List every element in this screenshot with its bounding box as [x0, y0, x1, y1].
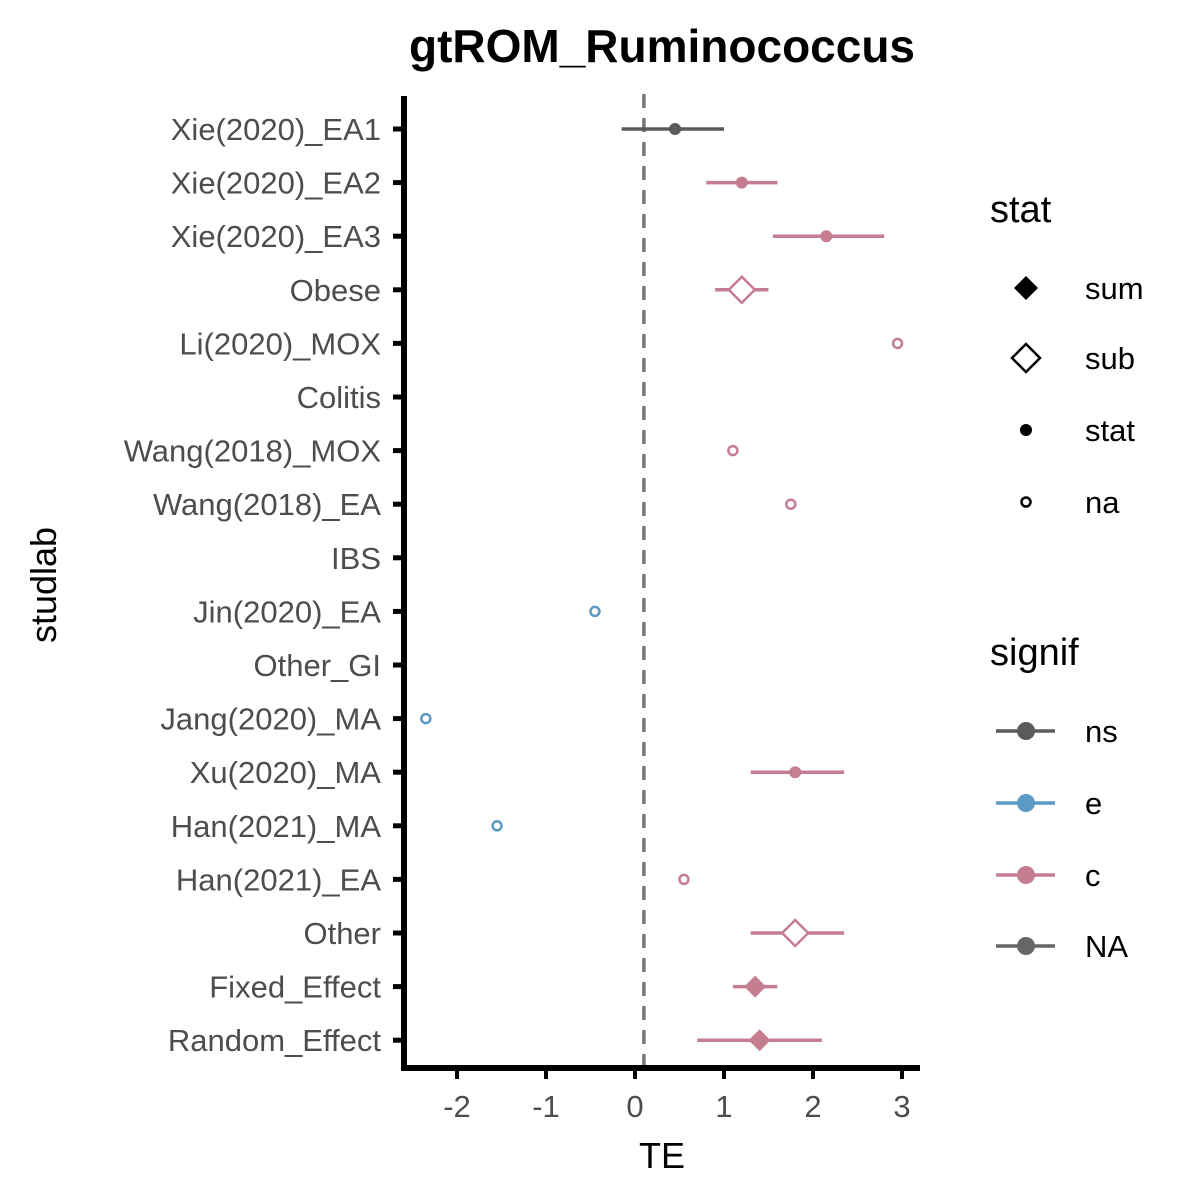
point-estimate-na [785, 498, 797, 510]
legend-signif-label: e [1085, 786, 1102, 821]
legend-stat-label: stat [1085, 413, 1135, 448]
x-axis-title: TE [639, 1135, 685, 1176]
summary-diamond [744, 975, 767, 998]
legend-stat: stat sum sub stat na [990, 189, 1144, 520]
point-estimate-na [727, 444, 739, 457]
y-axis-title: studlab [23, 527, 64, 643]
subgroup-diamond [727, 275, 757, 305]
legend-key-na [1020, 496, 1032, 508]
point-estimate-na [678, 873, 690, 886]
y-tick-label: Xie(2020)_EA1 [171, 112, 381, 147]
y-tick-label: Obese [290, 273, 381, 308]
y-tick-label: Colitis [297, 380, 381, 415]
point-estimate [735, 176, 748, 189]
subgroup-diamond [780, 918, 810, 948]
legend-signif-label: NA [1085, 929, 1128, 964]
y-tick-label: Xie(2020)_EA3 [171, 219, 381, 254]
x-tick-label: 1 [715, 1089, 732, 1124]
y-tick-label: Fixed_Effect [209, 970, 381, 1005]
x-tick-label: 2 [804, 1089, 821, 1124]
legend-key-sum [1014, 276, 1038, 300]
y-tick-label: Xu(2020)_MA [190, 755, 382, 790]
point-estimate-na [891, 337, 904, 350]
x-tick-label: -2 [443, 1089, 471, 1124]
legend-key-sub [1010, 342, 1042, 374]
point-estimate [669, 123, 682, 135]
legend-signif-title: signif [990, 632, 1079, 674]
chart-title: gtROM_Ruminococcus [409, 20, 915, 72]
legend-signif-label: c [1085, 858, 1101, 893]
legend-key-point [1017, 937, 1035, 955]
y-tick-label: Li(2020)_MOX [179, 326, 381, 361]
summary-diamond [748, 1029, 771, 1052]
point-estimate-na [420, 712, 432, 725]
y-tick-label: Wang(2018)_MOX [124, 434, 382, 469]
y-tick-label: Other_GI [254, 648, 382, 683]
y-tick-label: Jin(2020)_EA [193, 594, 381, 629]
legend-key-point [1017, 866, 1035, 884]
y-tick-label: Other [303, 916, 381, 951]
plot-area: Xie(2020)_EA1 Xie(2020)_EA2 Xie(2020)_EA3 O… [124, 94, 920, 1124]
legend-key-point [1017, 722, 1035, 740]
y-tick-label: Wang(2018)_EA [153, 487, 381, 522]
legend-stat-label: sum [1085, 271, 1144, 306]
legend-stat-title: stat [990, 189, 1052, 231]
legend-signif-label: ns [1085, 714, 1118, 749]
y-tick-label: Jang(2020)_MA [160, 702, 381, 737]
point-estimate [820, 230, 833, 243]
legend-signif: signif ns e c NA [990, 632, 1128, 964]
y-tick-label: IBS [331, 541, 381, 576]
legend-stat-label: sub [1085, 341, 1135, 376]
x-tick-label: 3 [893, 1089, 910, 1124]
y-tick-label: Han(2021)_MA [171, 809, 382, 844]
x-tick-label: 0 [626, 1089, 643, 1124]
point-estimate-na [491, 820, 503, 832]
legend-stat-label: na [1085, 485, 1120, 520]
y-tick-label: Xie(2020)_EA2 [171, 166, 381, 201]
point-estimate-na [589, 605, 601, 618]
legend-key-point [1017, 794, 1035, 812]
x-tick-label: -1 [532, 1089, 560, 1124]
y-tick-label: Han(2021)_EA [176, 862, 381, 897]
point-estimate [789, 766, 802, 779]
y-tick-label: Random_Effect [168, 1023, 381, 1058]
legend-key-stat [1020, 424, 1032, 436]
